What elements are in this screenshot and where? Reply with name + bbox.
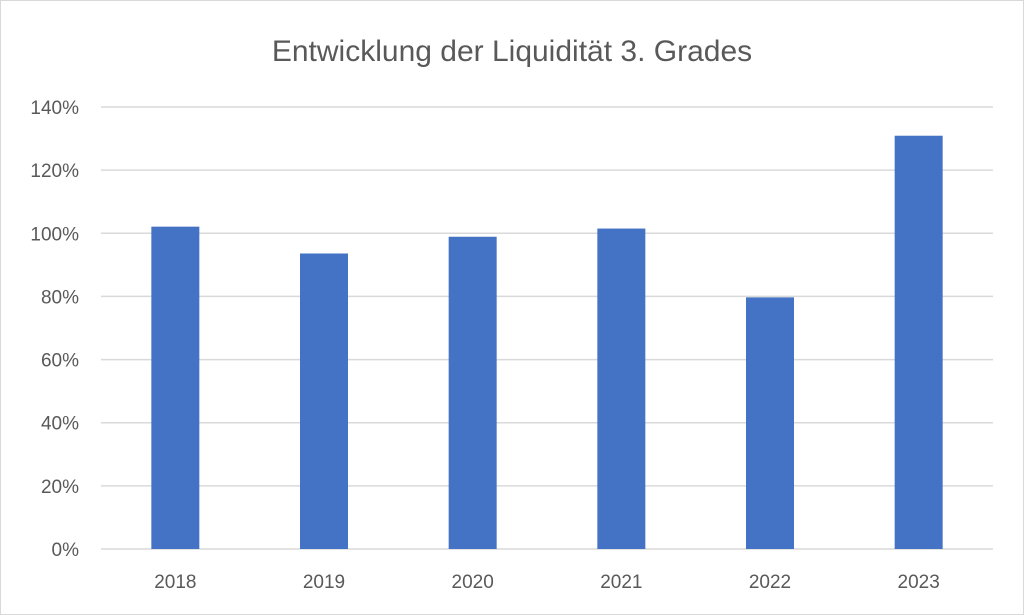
bars xyxy=(151,135,943,550)
x-tick-label: 2020 xyxy=(452,572,494,593)
bar-2019 xyxy=(300,253,348,549)
y-tick-label: 40% xyxy=(41,414,79,435)
bar-2021 xyxy=(597,228,646,550)
bar-2018 xyxy=(151,226,200,550)
x-tick-label: 2023 xyxy=(898,572,940,593)
y-axis-ticks: 0% 20% 40% 60% 80% 100% 120% 140% xyxy=(30,98,79,561)
x-tick-label: 2018 xyxy=(154,572,196,593)
y-tick-label: 80% xyxy=(41,287,79,308)
y-tick-label: 100% xyxy=(30,224,79,245)
bar-2023 xyxy=(894,135,943,550)
chart-title: Entwicklung der Liquidität 3. Grades xyxy=(272,35,752,68)
bar-2020 xyxy=(448,236,497,549)
y-tick-label: 60% xyxy=(41,351,79,372)
y-tick-label: 0% xyxy=(52,540,80,561)
y-tick-label: 20% xyxy=(41,477,79,498)
x-tick-label: 2019 xyxy=(303,572,345,593)
y-tick-label: 140% xyxy=(30,98,79,119)
gridlines xyxy=(101,106,993,550)
x-axis-ticks: 2018 2019 2020 2021 2022 2023 xyxy=(154,572,940,593)
y-tick-label: 120% xyxy=(30,161,79,182)
x-tick-label: 2022 xyxy=(749,572,791,593)
bar-2022 xyxy=(746,297,794,549)
x-tick-label: 2021 xyxy=(600,572,642,593)
